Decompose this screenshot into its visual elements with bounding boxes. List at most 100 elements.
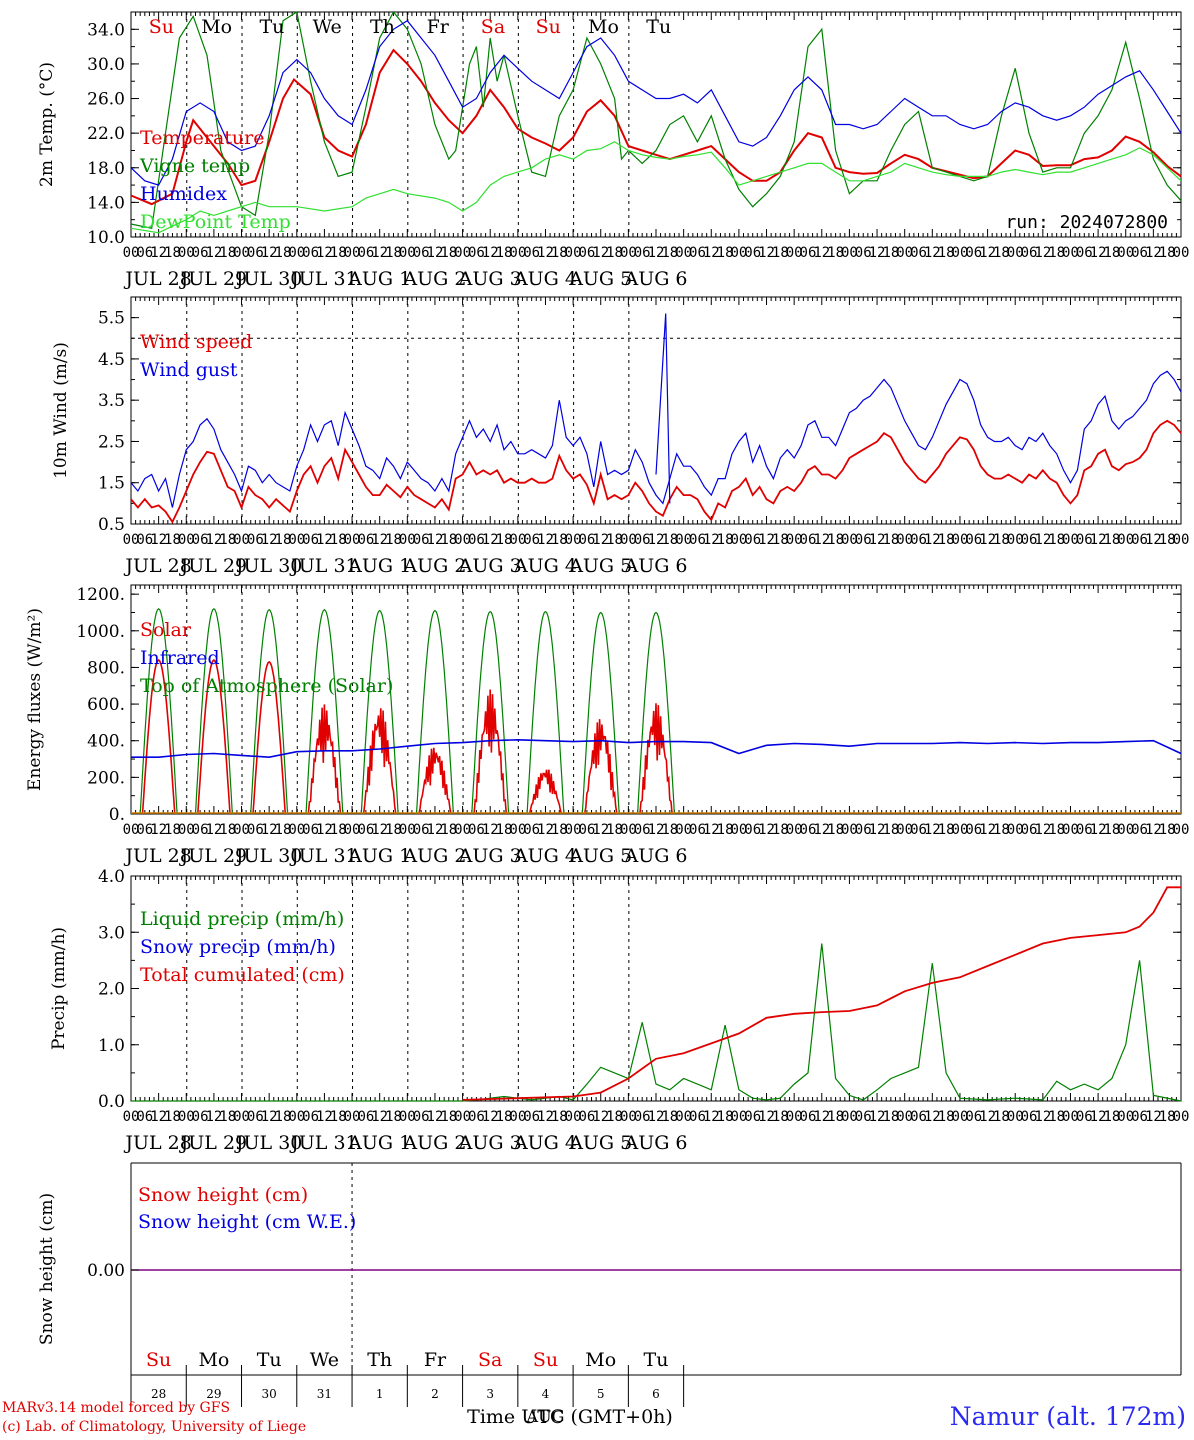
- hour-tick-label: 00: [1062, 245, 1079, 261]
- hour-tick-label: 06: [413, 1109, 430, 1125]
- hour-tick-label: 06: [910, 532, 927, 548]
- hour-tick-label: 00: [344, 1109, 361, 1125]
- hour-tick-label: 12: [758, 245, 775, 261]
- date-label: JUL 29: [179, 1132, 247, 1154]
- credit-line-1: MARv3.14 model forced by GFS: [2, 1400, 231, 1416]
- hour-tick-label: 12: [924, 245, 941, 261]
- hour-tick-label: 00: [565, 532, 582, 548]
- series-line: [130, 19, 1182, 186]
- hour-tick-label: 06: [192, 532, 209, 548]
- y-tick-label: 18.0: [87, 159, 125, 179]
- hour-tick-label: 06: [910, 1109, 927, 1125]
- legend-entry: Wind speed: [140, 331, 252, 353]
- hour-tick-label: 12: [979, 245, 996, 261]
- hour-tick-label: 00: [896, 1109, 913, 1125]
- hour-tick-label: 06: [578, 822, 595, 838]
- day-label: Tu: [259, 16, 284, 38]
- hour-tick-label: 00: [1117, 245, 1134, 261]
- hour-tick-label: 12: [371, 532, 388, 548]
- hour-tick-label: 18: [938, 822, 955, 838]
- day-label: Th: [367, 1349, 392, 1371]
- hour-tick-label: 00: [1173, 1109, 1190, 1125]
- hour-tick-label: 12: [205, 822, 222, 838]
- hour-tick-label: 18: [717, 822, 734, 838]
- hour-tick-label: 12: [537, 532, 554, 548]
- legend-entry: Snow height (cm W.E.): [138, 1211, 356, 1233]
- hour-tick-label: 12: [1034, 1109, 1051, 1125]
- hour-tick-label: 18: [1159, 1109, 1176, 1125]
- solar-curve: [473, 689, 508, 815]
- hour-tick-label: 18: [551, 1109, 568, 1125]
- toa-curve: [360, 609, 399, 815]
- hour-tick-label: 00: [952, 1109, 969, 1125]
- hour-tick-label: 12: [703, 245, 720, 261]
- hour-tick-label: 00: [123, 1109, 140, 1125]
- hour-tick-label: 06: [578, 532, 595, 548]
- panel-5: 0.00 Snow height (cm) Snow height (cm) Snow…: [37, 1162, 1182, 1428]
- hour-tick-label: 00: [178, 532, 195, 548]
- hour-tick-label: 00: [454, 822, 471, 838]
- hour-tick-label: 12: [1034, 245, 1051, 261]
- hour-tick-label: 12: [1090, 822, 1107, 838]
- toa-curve: [637, 611, 675, 815]
- hour-tick-label: 00: [675, 245, 692, 261]
- day-number-label: 5: [597, 1387, 605, 1401]
- hour-tick-label: 18: [606, 532, 623, 548]
- hour-tick-label: 00: [675, 1109, 692, 1125]
- hour-tick-label: 12: [427, 822, 444, 838]
- hour-tick-label: 12: [482, 245, 499, 261]
- hour-tick-label: 00: [399, 532, 416, 548]
- series-line: [130, 370, 1182, 508]
- date-label: AUG 6: [623, 1132, 687, 1154]
- hour-tick-label: 12: [648, 245, 665, 261]
- hour-tick-label: 12: [371, 245, 388, 261]
- legend-entry: Wind gust: [140, 359, 238, 381]
- hour-tick-label: 06: [634, 1109, 651, 1125]
- hour-tick-label: 12: [592, 1109, 609, 1125]
- hour-tick-label: 18: [440, 245, 457, 261]
- hour-tick-label: 00: [730, 245, 747, 261]
- legend-entry: Liquid precip (mm/h): [140, 908, 344, 930]
- day-label: Tu: [644, 1349, 669, 1371]
- hour-tick-label: 12: [482, 532, 499, 548]
- hour-tick-label: 06: [965, 532, 982, 548]
- hour-tick-label: 12: [427, 1109, 444, 1125]
- date-label: AUG 5: [568, 1132, 632, 1154]
- hour-tick-label: 06: [523, 245, 540, 261]
- hour-tick-label: 06: [800, 532, 817, 548]
- y-tick-label: 14.0: [87, 193, 125, 213]
- day-label: We: [313, 16, 342, 38]
- day-number-label: 6: [652, 1387, 660, 1401]
- hour-tick-label: 06: [800, 1109, 817, 1125]
- hour-tick-label: 06: [357, 822, 374, 838]
- hour-tick-label: 06: [965, 1109, 982, 1125]
- hour-tick-label: 06: [413, 532, 430, 548]
- hour-tick-label: 06: [634, 822, 651, 838]
- hour-tick-label: 00: [399, 822, 416, 838]
- hour-tick-label: 06: [247, 245, 264, 261]
- hour-tick-label: 00: [841, 1109, 858, 1125]
- hour-tick-label: 12: [316, 245, 333, 261]
- hour-tick-label: 06: [1076, 532, 1093, 548]
- hour-tick-label: 18: [882, 822, 899, 838]
- series-line: [130, 10, 1182, 230]
- hour-tick-label: 18: [1159, 532, 1176, 548]
- hour-tick-label: 00: [896, 822, 913, 838]
- legend-entry: DewPoint Temp: [140, 211, 291, 233]
- y-tick-label: 3.0: [98, 923, 125, 943]
- hour-tick-label: 18: [164, 822, 181, 838]
- hour-tick-label: 12: [427, 245, 444, 261]
- run-label: run: 2024072800: [1005, 212, 1168, 233]
- hour-tick-label: 12: [703, 532, 720, 548]
- hour-tick-label: 00: [399, 1109, 416, 1125]
- y-tick-label: 2.5: [98, 432, 125, 452]
- date-label: JUL 31: [289, 555, 357, 577]
- hour-tick-label: 18: [1103, 1109, 1120, 1125]
- date-label: JUL 28: [123, 555, 191, 577]
- hour-tick-label: 18: [496, 245, 513, 261]
- hour-tick-label: 12: [316, 822, 333, 838]
- hour-tick-label: 06: [468, 532, 485, 548]
- hour-tick-label: 18: [330, 245, 347, 261]
- hour-tick-label: 06: [247, 532, 264, 548]
- hour-tick-label: 00: [1062, 532, 1079, 548]
